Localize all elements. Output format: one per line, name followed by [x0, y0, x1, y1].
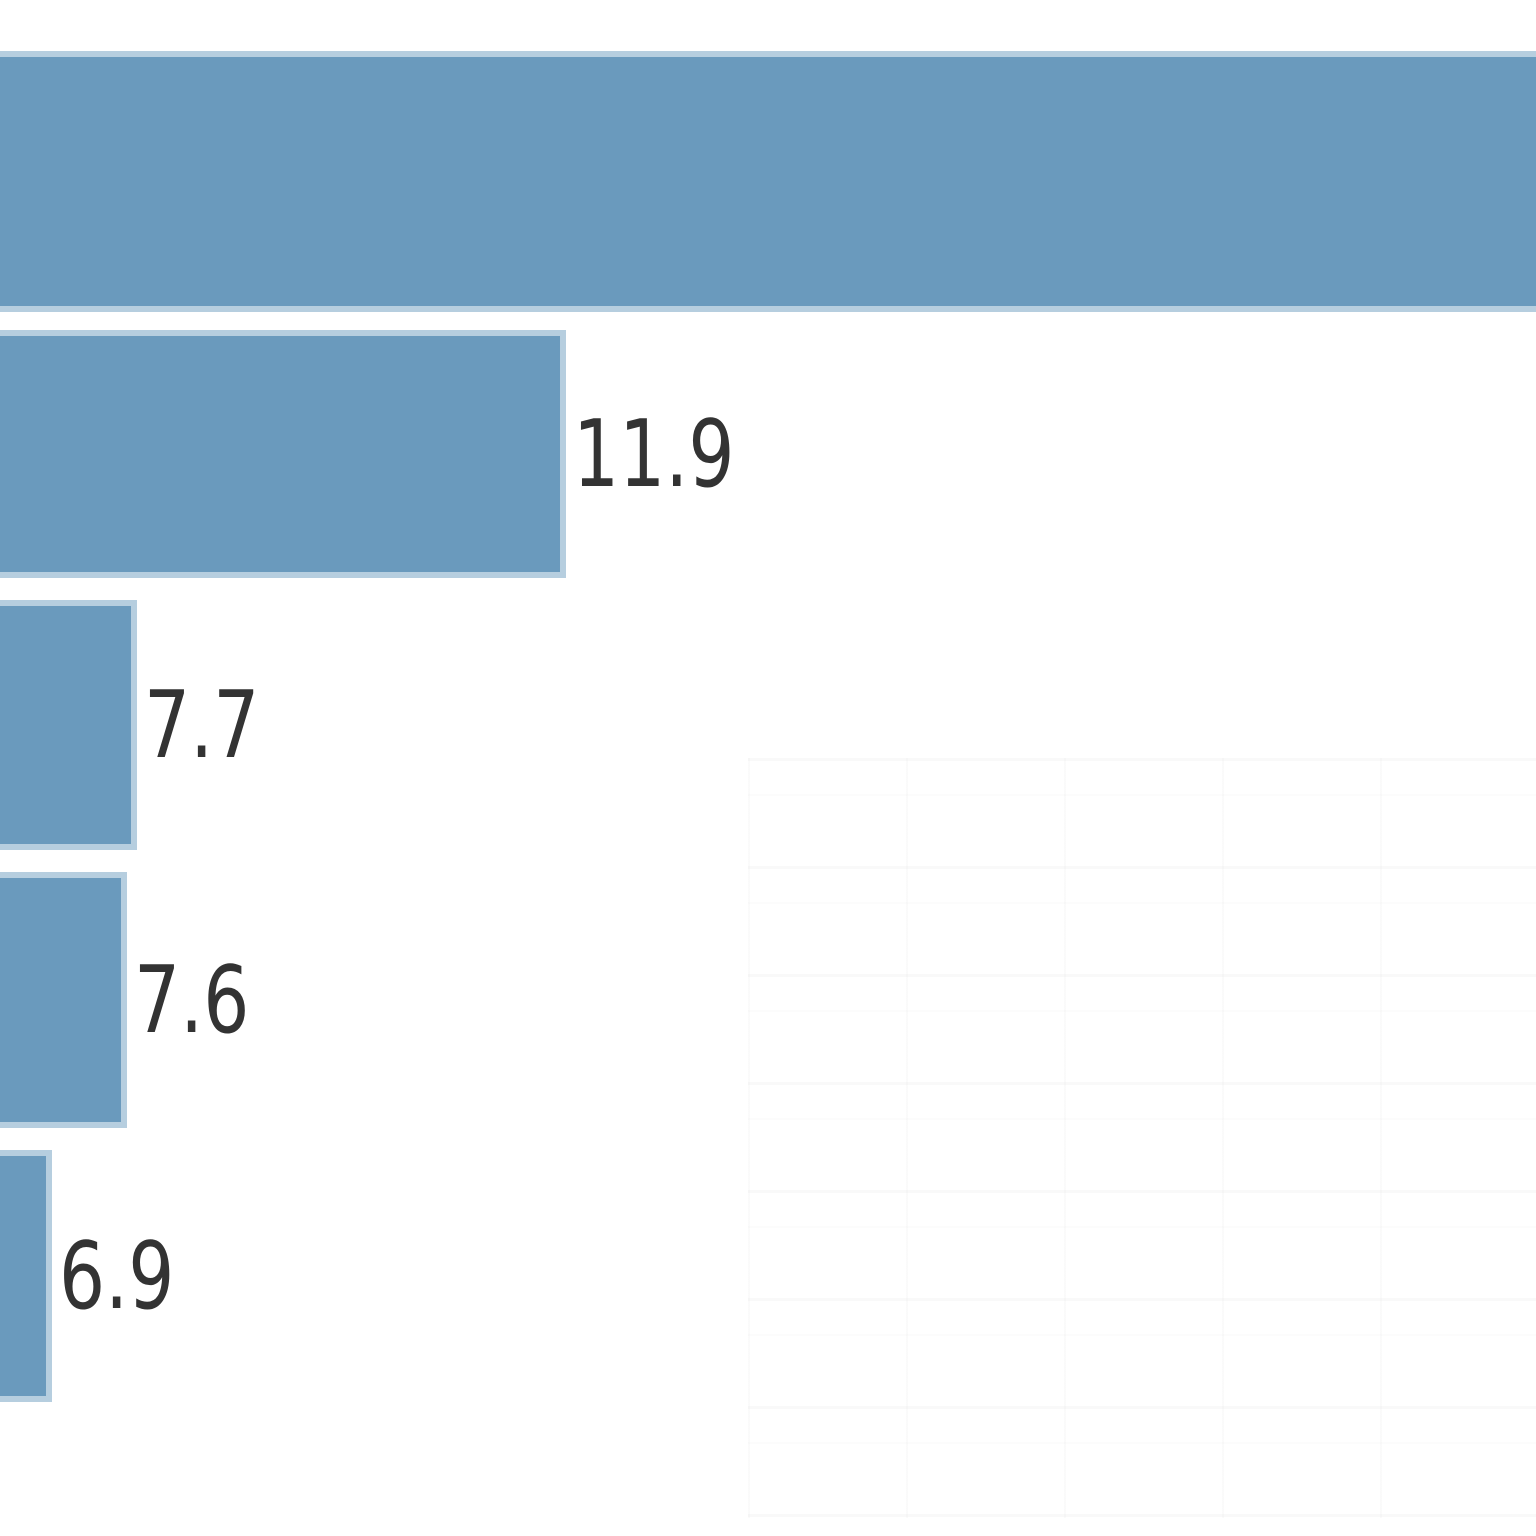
bar: [0, 51, 1536, 312]
bar-value-label: 7.6: [134, 945, 250, 1054]
bar: [0, 330, 566, 578]
bar-value-label-row: 7.6: [134, 872, 282, 1128]
bar-value-label: 6.9: [59, 1221, 175, 1330]
bar-value-label: 11.9: [573, 399, 735, 508]
bar: [0, 872, 127, 1128]
bar-value-label-row: 6.9: [59, 1150, 207, 1402]
bar-value-label: 7.7: [144, 670, 260, 779]
bar-value-label-row: 7.7: [144, 600, 292, 850]
watermark-pattern: [748, 758, 1536, 1518]
bar: [0, 600, 137, 850]
bar: [0, 1150, 52, 1402]
bar-value-label-row: 11.9: [573, 330, 780, 578]
